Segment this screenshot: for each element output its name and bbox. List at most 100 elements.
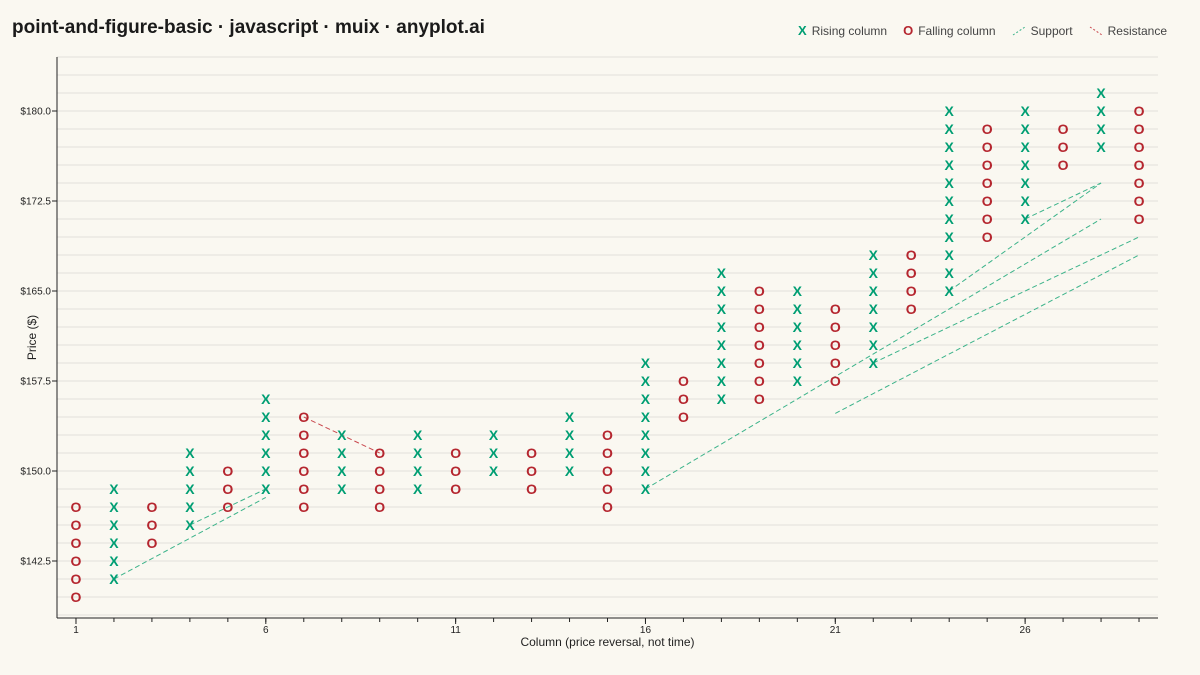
x-mark: X bbox=[413, 463, 423, 479]
x-mark: X bbox=[641, 463, 651, 479]
x-mark: X bbox=[413, 427, 423, 443]
o-mark: O bbox=[906, 247, 917, 263]
x-mark: X bbox=[261, 391, 271, 407]
x-mark: X bbox=[945, 229, 955, 245]
legend-resistance[interactable]: Resistance bbox=[1089, 24, 1167, 38]
o-mark: O bbox=[1058, 139, 1069, 155]
o-mark: O bbox=[906, 301, 917, 317]
o-mark: O bbox=[602, 445, 613, 461]
x-mark: X bbox=[717, 337, 727, 353]
o-mark: O bbox=[298, 445, 309, 461]
y-tick-label: $150.0 bbox=[20, 467, 51, 478]
x-mark: X bbox=[109, 553, 119, 569]
x-mark: X bbox=[641, 373, 651, 389]
o-mark: O bbox=[982, 139, 993, 155]
x-mark: X bbox=[261, 409, 271, 425]
o-mark: O bbox=[1134, 103, 1145, 119]
x-mark: X bbox=[717, 391, 727, 407]
pnf-marks: OOOOOOXXXXXXOOOXXXXXOOOXXXXXXOOOOOOXXXXO… bbox=[71, 85, 1145, 605]
legend-falling[interactable]: O Falling column bbox=[903, 23, 996, 38]
x-mark: X bbox=[641, 445, 651, 461]
x-mark: X bbox=[109, 517, 119, 533]
x-mark: X bbox=[1096, 121, 1106, 137]
resistance-line bbox=[303, 416, 380, 454]
x-mark: X bbox=[489, 445, 499, 461]
x-mark: X bbox=[945, 193, 955, 209]
x-mark: X bbox=[489, 463, 499, 479]
chart-title: point-and-figure-basic · javascript · mu… bbox=[12, 17, 485, 38]
o-mark: O bbox=[298, 427, 309, 443]
x-mark: X bbox=[945, 157, 955, 173]
support-line bbox=[835, 254, 1140, 414]
legend-rising[interactable]: X Rising column bbox=[798, 23, 887, 38]
x-mark: X bbox=[945, 211, 955, 227]
o-mark: O bbox=[602, 427, 613, 443]
legend-resistance-label: Resistance bbox=[1107, 23, 1167, 38]
o-mark: O bbox=[450, 463, 461, 479]
o-mark: O bbox=[222, 481, 233, 497]
y-tick-label: $142.5 bbox=[20, 557, 51, 568]
chart-legend: X Rising column O Falling column Support… bbox=[798, 23, 1167, 38]
x-mark: X bbox=[717, 283, 727, 299]
o-mark: O bbox=[71, 571, 82, 587]
x-mark: X bbox=[1096, 139, 1106, 155]
legend-support-label: Support bbox=[1030, 23, 1073, 38]
o-mark: O bbox=[1058, 121, 1069, 137]
x-mark: X bbox=[793, 355, 803, 371]
axes: 1 6 11 16 21 26$142.5$150.0$157.5$165.0$172.5… bbox=[20, 57, 1158, 649]
x-mark: X bbox=[869, 301, 879, 317]
x-mark: X bbox=[185, 463, 195, 479]
x-mark: X bbox=[565, 409, 575, 425]
x-mark: X bbox=[945, 283, 955, 299]
x-mark: X bbox=[1020, 175, 1030, 191]
x-mark: X bbox=[185, 445, 195, 461]
o-mark: O bbox=[71, 589, 82, 605]
o-mark: O bbox=[71, 517, 82, 533]
o-mark: O bbox=[906, 265, 917, 281]
x-mark: X bbox=[261, 463, 271, 479]
x-mark: X bbox=[337, 445, 347, 461]
support-line-icon bbox=[1012, 26, 1025, 35]
o-mark: O bbox=[982, 211, 993, 227]
x-mark: X bbox=[717, 373, 727, 389]
o-mark: O bbox=[754, 373, 765, 389]
x-mark: X bbox=[109, 571, 119, 587]
x-mark: X bbox=[1096, 85, 1106, 101]
x-mark: X bbox=[261, 427, 271, 443]
x-mark: X bbox=[565, 427, 575, 443]
o-mark: O bbox=[982, 229, 993, 245]
o-mark: O bbox=[374, 445, 385, 461]
o-mark: O bbox=[754, 301, 765, 317]
o-mark: O bbox=[602, 499, 613, 515]
x-tick-label: 1 bbox=[73, 625, 79, 636]
o-mark: O bbox=[754, 337, 765, 353]
x-mark: X bbox=[565, 463, 575, 479]
o-mark: O bbox=[1058, 157, 1069, 173]
o-mark: O bbox=[982, 157, 993, 173]
x-mark: X bbox=[489, 427, 499, 443]
o-mark: O bbox=[298, 499, 309, 515]
x-mark: X bbox=[185, 481, 195, 497]
support-line bbox=[113, 496, 267, 580]
x-mark: X bbox=[1020, 103, 1030, 119]
legend-rising-label: Rising column bbox=[811, 23, 888, 38]
legend-falling-label: Falling column bbox=[918, 23, 996, 38]
o-mark: O bbox=[982, 193, 993, 209]
x-mark: X bbox=[641, 355, 651, 371]
legend-support[interactable]: Support bbox=[1012, 24, 1073, 38]
x-mark: X bbox=[337, 463, 347, 479]
x-mark: X bbox=[261, 481, 271, 497]
x-mark: X bbox=[869, 265, 879, 281]
trend-lines bbox=[113, 182, 1140, 580]
x-mark: X bbox=[793, 337, 803, 353]
y-axis-label: Price ($) bbox=[25, 315, 39, 360]
x-axis-label: Column (price reversal, not time) bbox=[520, 635, 694, 649]
x-mark: X bbox=[109, 535, 119, 551]
o-mark: O bbox=[1134, 193, 1145, 209]
o-mark: O bbox=[678, 373, 689, 389]
x-mark: X bbox=[185, 499, 195, 515]
x-tick-label: 6 bbox=[263, 625, 269, 636]
support-line bbox=[948, 182, 1102, 292]
x-mark: X bbox=[793, 373, 803, 389]
